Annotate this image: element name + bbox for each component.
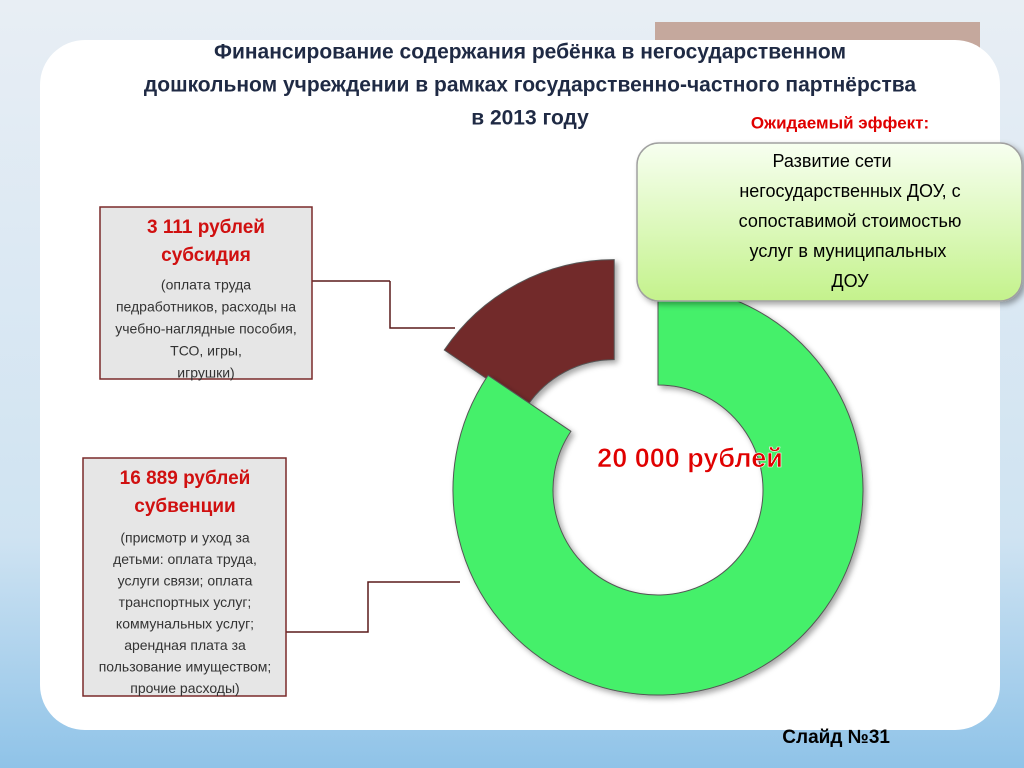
center-label: 20 000 рублей [597,443,783,473]
effect-line: негосударственных ДОУ, с [739,181,960,201]
effect-line: ДОУ [831,271,869,291]
label-box [99,206,313,380]
description-line: прочие расходы) [130,680,239,696]
description-line: ТСО, игры, [170,343,242,359]
description-line: детьми: оплата труда, [113,551,257,567]
description-line: коммунальных услуг; [116,616,254,632]
effect-line: Развитие сети [772,151,891,171]
connector [278,581,460,633]
value-label: 16 889 рублей [120,468,251,489]
footer: Слайд №31 [782,727,890,748]
category-label: субвенции [134,496,235,517]
title-line: дошкольном учреждении в рамках государст… [144,74,917,97]
donut-chart: 20 000 рублей [443,259,864,696]
description-line: игрушки) [177,365,234,381]
donut-segment [443,259,615,407]
label-box [82,457,287,697]
description-line: учебно-наглядные пособия, [115,321,296,337]
title-line: Финансирование содержания ребёнка в него… [214,41,846,64]
description-line: пользование имуществом; [99,659,272,675]
title-line: в 2013 году [471,107,589,130]
effect-heading: Ожидаемый эффект: [751,113,929,132]
description-line: (оплата труда [161,277,251,293]
donut-segment [452,284,864,696]
description-line: услуги связи; оплата [118,573,253,589]
description-line: транспортных услуг; [119,594,252,610]
description-line: арендная плата за [124,637,246,653]
category-label: субсидия [161,245,251,266]
description-line: (присмотр и уход за [120,530,250,546]
value-label: 3 111 рублей [147,217,265,238]
effect-line: услуг в муниципальных [750,241,947,261]
connector [389,281,455,329]
description-line: педработников, расходы на [116,299,296,315]
effect-line: сопоставимой стоимостью [739,211,962,231]
callout [636,142,1023,302]
